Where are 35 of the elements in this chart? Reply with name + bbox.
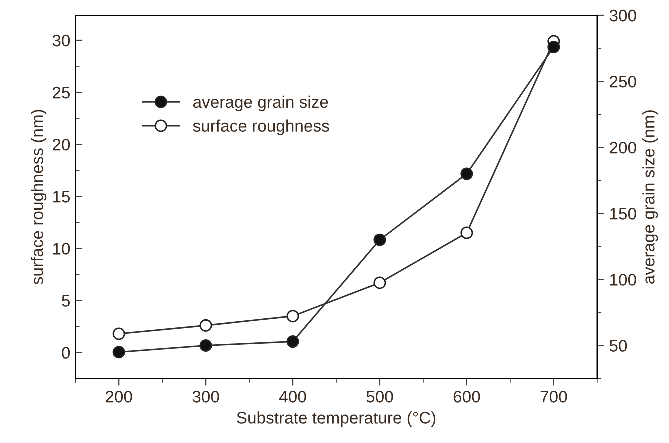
y2-axis-title: average grain size (nm)	[642, 110, 658, 284]
point	[374, 276, 386, 290]
point	[200, 339, 212, 352]
point	[286, 336, 300, 348]
x-tick-label: 500	[366, 391, 394, 403]
y2-tick-label: 100	[610, 274, 636, 286]
point	[374, 234, 386, 246]
x-tick-label: 400	[280, 391, 306, 403]
y-tick-label: 25	[53, 86, 70, 99]
legend-label: surface roughness	[193, 120, 330, 136]
point	[460, 168, 474, 180]
point	[112, 346, 126, 359]
x-tick-label: 600	[454, 391, 480, 403]
y-tick-label: 20	[53, 138, 70, 151]
point	[548, 40, 560, 54]
x-tick-label: 700	[540, 391, 568, 403]
y2-tick-label: 300	[610, 10, 636, 22]
legend-label: average grain size	[193, 96, 328, 112]
x-tick-label: 300	[192, 391, 220, 403]
y-tick-label: 5	[62, 295, 70, 307]
y-tick-label: 0	[62, 347, 70, 359]
y-tick-label: 15	[53, 191, 70, 203]
x-tick-label: 200	[106, 391, 132, 403]
y2-tick-label: 150	[610, 208, 636, 220]
point	[200, 319, 212, 332]
y2-tick-label: 200	[610, 142, 636, 154]
point	[112, 328, 126, 340]
y-tick-label: 10	[53, 243, 70, 255]
x-axis-title: Substrate temperature (°C)	[237, 412, 436, 428]
point	[286, 310, 300, 323]
y2-tick-label: 50	[610, 340, 628, 352]
y-tick-label: 30	[52, 34, 70, 47]
y-axis-title: surface roughness (nm)	[31, 110, 47, 285]
point	[460, 226, 474, 240]
y2-tick-label: 250	[610, 76, 636, 88]
